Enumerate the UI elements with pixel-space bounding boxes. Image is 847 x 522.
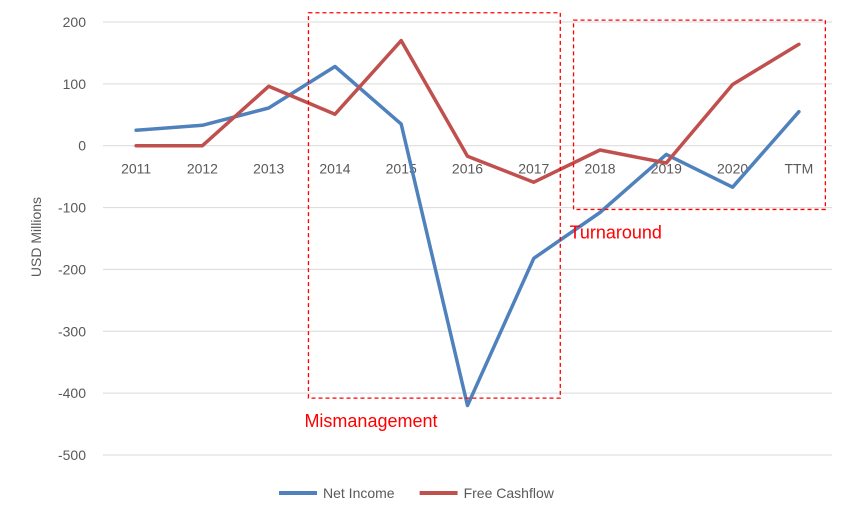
x-tick-label: 2019 [651, 161, 682, 177]
y-tick-label: -100 [58, 200, 86, 216]
series-lines [134, 38, 801, 408]
x-tick-label: 2016 [452, 161, 483, 177]
x-tick-label: 2012 [187, 161, 218, 177]
y-tick-label: -200 [58, 261, 86, 277]
x-tick-label: 2013 [253, 161, 284, 177]
y-tick-label: -300 [58, 323, 86, 339]
annotations: Mismanagement Turnaround [304, 12, 827, 431]
x-tick-label: 2018 [584, 161, 615, 177]
y-tick-label: 200 [63, 14, 87, 30]
y-tick-label: 100 [63, 76, 87, 92]
y-axis-ticks: 200 100 0 -100 -200 -300 -400 -500 [58, 14, 86, 463]
gridlines [103, 21, 832, 456]
x-tick-label: TTM [784, 161, 813, 177]
x-tick-label: 2014 [319, 161, 350, 177]
legend: Net Income Free Cashflow [279, 485, 555, 501]
x-axis-ticks: 2011 2012 2013 2014 2015 2016 2017 2018 2019 2020… [121, 161, 813, 177]
y-tick-label: 0 [78, 138, 86, 154]
y-tick-label: -500 [58, 447, 86, 463]
x-tick-label: 2020 [717, 161, 748, 177]
annotation-box-mismanagement [307, 12, 561, 399]
series-line-net-income [134, 64, 801, 408]
annotation-label-mismanagement: Mismanagement [304, 411, 437, 431]
y-tick-label: -400 [58, 385, 86, 401]
x-tick-label: 2011 [121, 161, 151, 177]
annotation-label-turnaround: Turnaround [570, 222, 662, 242]
legend-label: Net Income [323, 485, 395, 501]
annotation-box-turnaround [572, 19, 827, 211]
series-line-free-cashflow [134, 38, 801, 184]
legend-label: Free Cashflow [464, 485, 555, 501]
y-axis-title: USD Millions [28, 197, 44, 277]
x-tick-label: 2017 [518, 161, 549, 177]
